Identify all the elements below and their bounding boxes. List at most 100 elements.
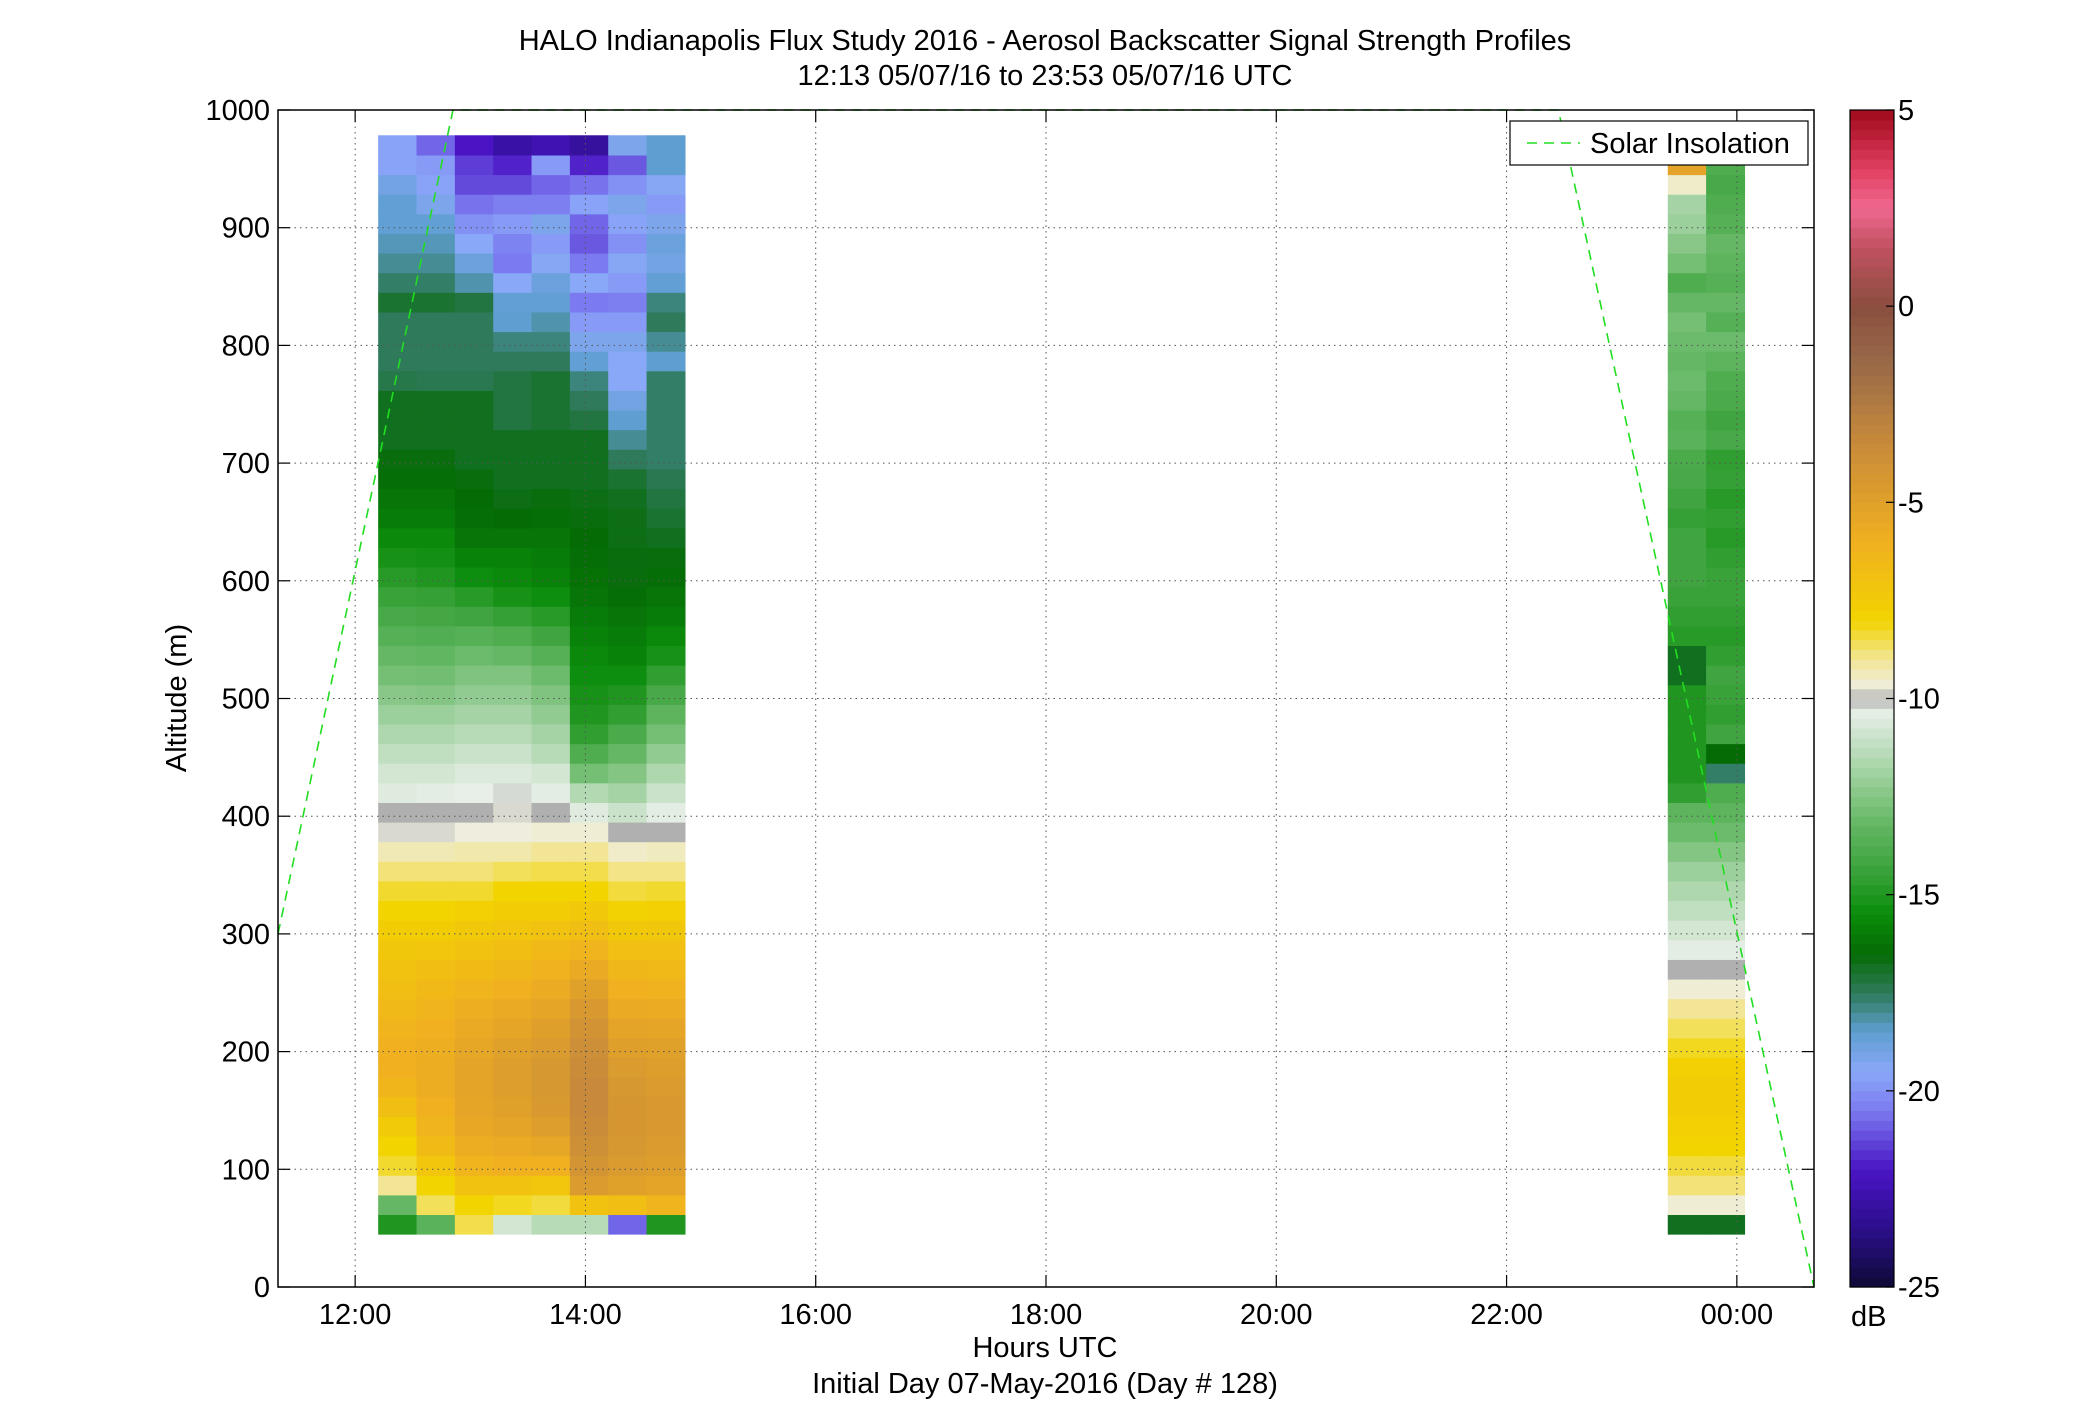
colorbar-tick-label: -5 [1898, 487, 1924, 519]
colorbar-strip [1850, 1012, 1894, 1023]
colorbar: 5 0 -5 -10 -15 -20 -25 dB [1849, 95, 1940, 1333]
heatmap-cell [493, 429, 533, 450]
heatmap-cell [569, 900, 609, 921]
colorbar-strip [1850, 198, 1894, 209]
colorbar-strip [1850, 659, 1894, 670]
heatmap-cell [531, 370, 571, 391]
heatmap-cell [608, 390, 648, 411]
heatmap-cell [1706, 900, 1746, 921]
heatmap-cell [646, 782, 686, 803]
heatmap-cell [378, 488, 418, 509]
y-axis-label: Altitude (m) [161, 624, 193, 772]
heatmap-cell [454, 351, 494, 372]
colorbar-strip [1850, 727, 1894, 739]
heatmap-cell [1706, 822, 1746, 843]
heatmap-cell [416, 978, 456, 1000]
x-tick-label: 12:00 [319, 1299, 392, 1331]
colorbar-strip [1850, 247, 1894, 258]
heatmap-cell [531, 390, 571, 411]
heatmap-cell [378, 272, 418, 293]
colorbar-strip [1850, 531, 1894, 543]
heatmap-cell [1706, 331, 1746, 352]
heatmap-cell [569, 233, 609, 254]
heatmap-cell [493, 1096, 533, 1117]
heatmap-cell [378, 959, 418, 980]
colorbar-strip [1850, 1208, 1894, 1219]
heatmap-cell [454, 900, 494, 921]
colorbar-strip [1850, 266, 1894, 278]
heatmap-cell [1667, 684, 1707, 705]
colorbar-strip [1850, 129, 1894, 141]
heatmap-cell [416, 684, 456, 705]
heatmap-cell [608, 586, 648, 607]
heatmap-cell [1667, 253, 1707, 274]
colorbar-strip [1850, 816, 1894, 827]
heatmap-cell [646, 959, 686, 980]
heatmap-cell [1667, 939, 1707, 960]
heatmap-cell [378, 174, 418, 195]
heatmap-cell [416, 174, 456, 195]
colorbar-tick-label: 0 [1898, 291, 1914, 323]
heatmap-cell [608, 409, 648, 431]
heatmap-cell [1667, 547, 1707, 568]
heatmap-cell [378, 586, 418, 607]
heatmap-cell [569, 743, 609, 764]
heatmap-cell [569, 645, 609, 666]
heatmap-cell [454, 625, 494, 647]
heatmap-cell [454, 174, 494, 195]
heatmap-cell [454, 154, 494, 176]
heatmap-cell [493, 802, 533, 823]
heatmap-cell [646, 527, 686, 548]
heatmap-cell [608, 920, 648, 941]
heatmap-cell [646, 978, 686, 1000]
colorbar-strip [1850, 914, 1894, 925]
heatmap-cell [454, 292, 494, 313]
colorbar-strip [1850, 296, 1894, 307]
heatmap-cell [569, 331, 609, 352]
heatmap-cell [493, 213, 533, 234]
heatmap-cell [1706, 488, 1746, 509]
heatmap-cell [646, 841, 686, 862]
heatmap-cell [569, 606, 609, 627]
colorbar-strip [1850, 963, 1894, 974]
heatmap-cell [608, 508, 648, 529]
heatmap-cell [1706, 763, 1746, 784]
heatmap-cell [569, 213, 609, 234]
heatmap-cell [454, 802, 494, 823]
heatmap-cell [608, 213, 648, 234]
colorbar-tick-label: -20 [1898, 1076, 1940, 1108]
heatmap-cell [416, 861, 456, 882]
heatmap-cell [569, 1194, 609, 1216]
heatmap-cell [608, 233, 648, 254]
heatmap-cell [1706, 409, 1746, 431]
colorbar-strip [1850, 355, 1894, 366]
heatmap-cell [493, 547, 533, 568]
y-tick-label: 500 [222, 684, 270, 716]
heatmap-cell [646, 331, 686, 352]
heatmap-cell [608, 527, 648, 548]
colorbar-strip [1850, 982, 1894, 994]
heatmap-cell [493, 1057, 533, 1078]
heatmap-cell [531, 292, 571, 313]
heatmap-cell [569, 1077, 609, 1098]
heatmap-cell [531, 802, 571, 823]
heatmap-cell [646, 743, 686, 764]
heatmap-cell [608, 782, 648, 803]
heatmap-cell [493, 468, 533, 490]
colorbar-strip [1850, 973, 1894, 984]
colorbar-strip [1850, 384, 1894, 396]
heatmap-cell [378, 1057, 418, 1078]
heatmap-cell [531, 508, 571, 529]
heatmap-cell [378, 782, 418, 803]
heatmap-cell [1667, 429, 1707, 450]
heatmap-cell [416, 606, 456, 627]
heatmap-cell [416, 704, 456, 725]
colorbar-strip [1850, 1130, 1894, 1141]
heatmap-cell [493, 566, 533, 588]
heatmap-cell [454, 272, 494, 293]
heatmap-cell [646, 998, 686, 1019]
heatmap-cell [1667, 841, 1707, 862]
heatmap-cell [569, 527, 609, 548]
colorbar-strip [1850, 1159, 1894, 1170]
heatmap-cell [569, 822, 609, 843]
